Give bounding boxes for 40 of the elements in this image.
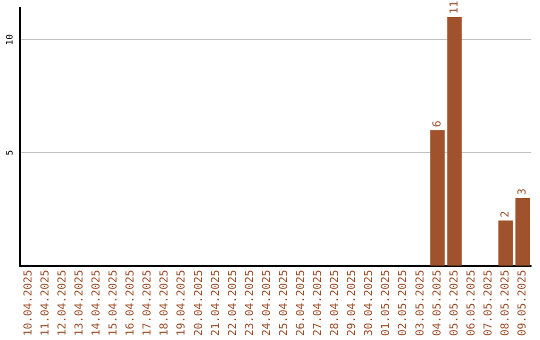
x-tick-label: 24.04.2025 <box>260 270 273 336</box>
data-label: 3 <box>516 188 529 195</box>
data-label: 2 <box>498 210 512 218</box>
x-tick-label: 01.05.2025 <box>379 270 392 336</box>
x-tick-label: 03.05.2025 <box>413 270 426 336</box>
x-tick-label: 15.04.2025 <box>106 270 120 336</box>
x-tick-label: 23.04.2025 <box>242 270 256 336</box>
x-tick-label: 30.04.2025 <box>362 270 376 336</box>
bar <box>515 198 530 266</box>
x-tick-label: 18.04.2025 <box>158 270 171 336</box>
x-tick-label: 26.04.2025 <box>294 270 308 336</box>
bar <box>430 130 445 266</box>
bar <box>498 220 513 266</box>
x-tick-label: 27.04.2025 <box>311 270 324 336</box>
x-tick-label: 21.04.2025 <box>208 270 222 336</box>
x-tick-label: 04.05.2025 <box>430 270 444 336</box>
x-tick-label: 06.05.2025 <box>464 270 478 336</box>
x-tick-label: 02.05.2025 <box>396 270 410 336</box>
data-label: 6 <box>430 120 444 128</box>
bar <box>447 17 462 266</box>
x-tick-label: 12.04.2025 <box>55 270 68 336</box>
x-tick-label: 22.04.2025 <box>226 270 239 336</box>
x-tick-label: 29.04.2025 <box>345 270 358 336</box>
x-tick-label: 16.04.2025 <box>124 270 137 336</box>
x-tick-label: 25.04.2025 <box>276 270 290 336</box>
x-tick-label: 19.04.2025 <box>174 270 188 336</box>
x-tick-label: 05.05.2025 <box>447 270 460 336</box>
x-tick-label: 28.04.2025 <box>328 270 342 336</box>
x-tick-label: 10.04.2025 <box>21 270 34 336</box>
x-tick-label: 07.05.2025 <box>481 270 494 336</box>
x-tick-label: 13.04.2025 <box>72 270 86 336</box>
x-tick-label: 17.04.2025 <box>140 270 154 336</box>
data-label: 11 <box>447 0 460 14</box>
y-tick-label: 5 <box>5 150 16 156</box>
x-tick-label: 09.05.2025 <box>516 270 529 336</box>
y-tick-label: 10 <box>5 34 16 46</box>
x-tick-label: 08.05.2025 <box>498 270 512 336</box>
x-tick-label: 20.04.2025 <box>192 270 205 336</box>
x-tick-label: 11.04.2025 <box>38 270 52 336</box>
x-tick-label: 14.04.2025 <box>90 270 103 336</box>
